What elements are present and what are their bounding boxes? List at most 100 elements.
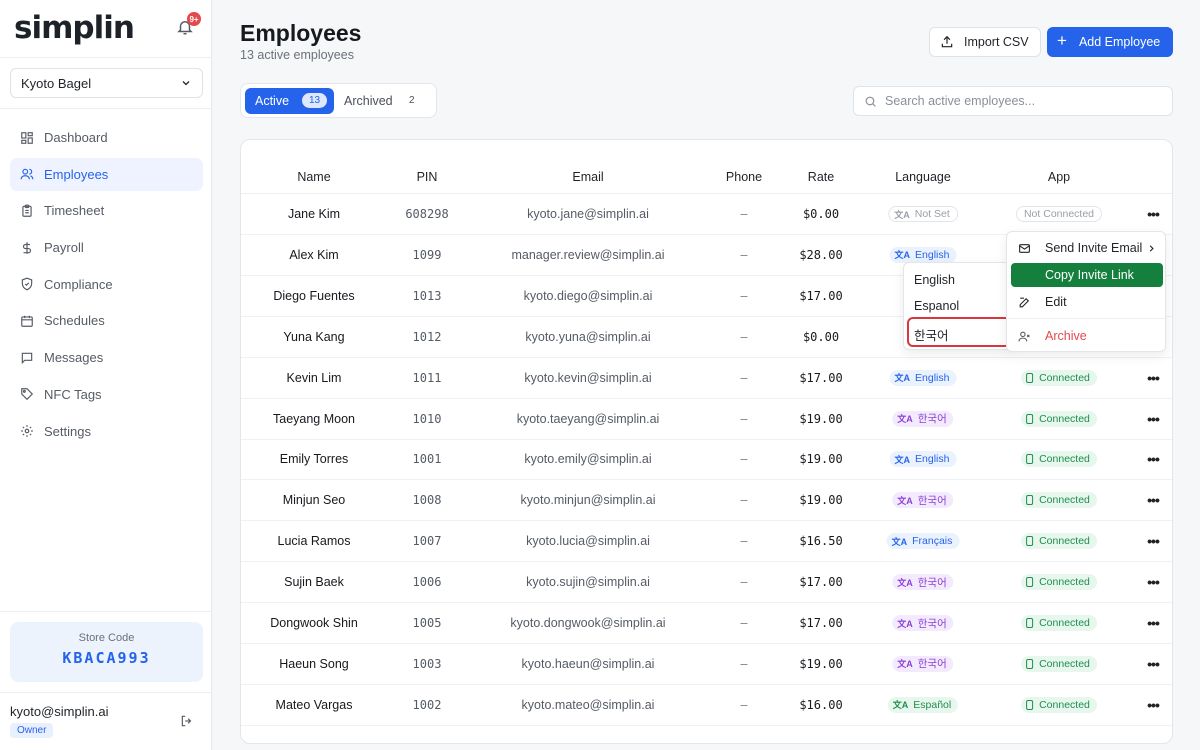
sidebar-item-settings[interactable]: Settings — [10, 415, 203, 448]
column-header-pin[interactable]: PIN — [416, 170, 438, 184]
employee-phone: – — [740, 207, 748, 221]
store-select[interactable]: Kyoto Bagel — [10, 68, 203, 98]
employee-email: kyoto.emily@simplin.ai — [524, 452, 652, 467]
table-row[interactable]: Haeun Song 1003 kyoto.haeun@simplin.ai – $19… — [241, 644, 1172, 685]
message-icon — [21, 352, 33, 364]
language-cell[interactable]: 文A English — [889, 451, 957, 468]
tab-active[interactable]: Active 13 — [245, 88, 334, 114]
language-label: English — [915, 453, 950, 466]
phone-icon — [1026, 577, 1034, 588]
language-label: Español — [913, 698, 952, 711]
language-badge[interactable]: 文A 한국어 — [892, 410, 954, 427]
language-badge[interactable]: 文A English — [889, 369, 957, 386]
language-badge[interactable]: 文A Not Set — [888, 206, 958, 222]
language-cell[interactable]: 文A English — [889, 369, 957, 386]
language-badge[interactable]: 文A 한국어 — [892, 574, 954, 591]
language-cell[interactable]: 文A Not Set — [888, 206, 958, 222]
copy-invite-link-item[interactable]: Copy Invite Link — [1011, 263, 1163, 287]
app-status-cell: Not Connected — [1015, 206, 1103, 222]
plus-icon: + — [1057, 31, 1067, 50]
language-cell[interactable]: 文A 한국어 — [892, 410, 954, 427]
sidebar-item-timesheet[interactable]: Timesheet — [10, 194, 203, 227]
table-row[interactable]: Mateo Vargas 1002 kyoto.mateo@simplin.ai – $… — [241, 685, 1172, 726]
employee-email: kyoto.lucia@simplin.ai — [526, 534, 650, 549]
edit-item[interactable]: Edit — [1011, 290, 1163, 314]
language-badge[interactable]: 文A 한국어 — [892, 655, 954, 672]
column-header-rate[interactable]: Rate — [807, 170, 835, 184]
column-header-phone[interactable]: Phone — [725, 170, 763, 184]
more-icon[interactable]: ••• — [1147, 492, 1160, 509]
search-icon — [865, 96, 876, 107]
language-cell[interactable]: 文A Français — [886, 533, 960, 550]
language-option-espanol[interactable]: Espanol — [914, 299, 960, 313]
language-cell[interactable]: 文A 한국어 — [892, 615, 954, 631]
more-icon[interactable]: ••• — [1147, 451, 1160, 468]
column-header-name[interactable]: Name — [297, 170, 331, 184]
column-header-app[interactable]: App — [1047, 170, 1071, 184]
table-row[interactable]: Minjun Seo 1008 kyoto.minjun@simplin.ai – $1… — [241, 480, 1172, 522]
language-badge[interactable]: 文A 한국어 — [892, 615, 954, 631]
language-badge[interactable]: 文A English — [889, 246, 957, 263]
more-icon[interactable]: ••• — [1147, 533, 1160, 550]
more-icon[interactable]: ••• — [1147, 655, 1160, 672]
sidebar-item-dashboard[interactable]: Dashboard — [10, 121, 203, 154]
table-row[interactable]: Yuna Kang 1012 kyoto.yuna@simplin.ai – $0.00… — [241, 317, 1172, 358]
translate-icon: 文A — [894, 373, 911, 384]
add-employee-button[interactable]: + Add Employee — [1047, 27, 1173, 57]
language-badge[interactable]: 文A English — [889, 451, 957, 468]
language-cell[interactable]: 文A 한국어 — [892, 492, 954, 509]
language-label: English — [915, 248, 950, 261]
sidebar-nav: Dashboard Employees Timesheet Payroll Co… — [10, 121, 203, 451]
language-cell[interactable]: 文A 한국어 — [892, 655, 954, 672]
sidebar-item-payroll[interactable]: Payroll — [10, 231, 203, 264]
table-row[interactable]: Lucia Ramos 1007 kyoto.lucia@simplin.ai – $1… — [241, 521, 1172, 563]
language-option-english[interactable]: English — [914, 273, 955, 287]
language-cell[interactable]: 文A Español — [887, 696, 959, 713]
table-row[interactable]: Taeyang Moon 1010 kyoto.taeyang@simplin.ai… — [241, 399, 1172, 440]
sidebar-item-compliance[interactable]: Compliance — [10, 268, 203, 301]
language-cell[interactable]: 文A 한국어 — [892, 574, 954, 591]
more-icon[interactable]: ••• — [1147, 369, 1160, 386]
sidebar-item-nfc-tags[interactable]: NFC Tags — [10, 378, 203, 411]
employee-name: Alex Kim — [289, 247, 339, 262]
table-row[interactable]: Alex Kim 1099 manager.review@simplin.ai – $2… — [241, 235, 1172, 276]
send-invite-email-item[interactable]: Send Invite Email — [1011, 236, 1163, 260]
employee-rate: $17.00 — [799, 575, 843, 590]
language-badge[interactable]: 文A 한국어 — [892, 492, 954, 509]
table-row[interactable]: Jane Kim 608298 kyoto.jane@simplin.ai – $0.0… — [241, 194, 1172, 235]
employee-rate: $17.00 — [799, 616, 843, 630]
employee-rate: $19.00 — [799, 493, 843, 508]
import-csv-button[interactable]: Import CSV — [929, 27, 1041, 57]
table-row[interactable]: Kevin Lim 1011 kyoto.kevin@simplin.ai – $17.… — [241, 358, 1172, 399]
tab-archived[interactable]: Archived 2 — [334, 88, 434, 114]
more-icon[interactable]: ••• — [1147, 696, 1160, 713]
more-icon[interactable]: ••• — [1147, 615, 1160, 631]
sidebar-item-employees[interactable]: Employees — [10, 157, 203, 191]
table-row[interactable]: Emily Torres 1001 kyoto.emily@simplin.ai – $… — [241, 439, 1172, 481]
employee-rate: $16.00 — [799, 697, 843, 712]
more-icon[interactable]: ••• — [1147, 410, 1160, 427]
employee-pin: 1006 — [412, 575, 442, 590]
employee-rate: $19.00 — [799, 656, 843, 671]
language-badge[interactable]: 文A Español — [887, 696, 959, 713]
language-option-korean[interactable]: 한국어 — [914, 329, 949, 343]
employee-pin: 608298 — [405, 207, 449, 221]
more-icon[interactable]: ••• — [1147, 574, 1160, 591]
archive-item[interactable]: Archive — [1011, 324, 1163, 348]
more-icon[interactable]: ••• — [1147, 206, 1160, 222]
phone-icon — [1026, 372, 1034, 383]
table-row[interactable]: Sujin Baek 1006 kyoto.sujin@simplin.ai – $17… — [241, 562, 1172, 604]
sidebar-item-schedules[interactable]: Schedules — [10, 304, 203, 337]
column-header-language[interactable]: Language — [895, 170, 951, 184]
search-box — [853, 86, 1173, 116]
phone-icon — [1026, 658, 1034, 669]
app-connected-badge: Connected — [1021, 369, 1097, 386]
language-badge[interactable]: 文A Français — [886, 533, 960, 550]
language-cell[interactable]: 文A English — [889, 246, 957, 263]
sidebar-item-messages[interactable]: Messages — [10, 341, 203, 374]
table-row[interactable]: Diego Fuentes 1013 kyoto.diego@simplin.ai –… — [241, 276, 1172, 317]
logout-icon[interactable] — [180, 714, 194, 728]
table-row[interactable]: Dongwook Shin 1005 kyoto.dongwook@simplin.… — [241, 603, 1172, 644]
column-header-email[interactable]: Email — [572, 170, 604, 184]
search-input[interactable] — [885, 94, 1155, 108]
